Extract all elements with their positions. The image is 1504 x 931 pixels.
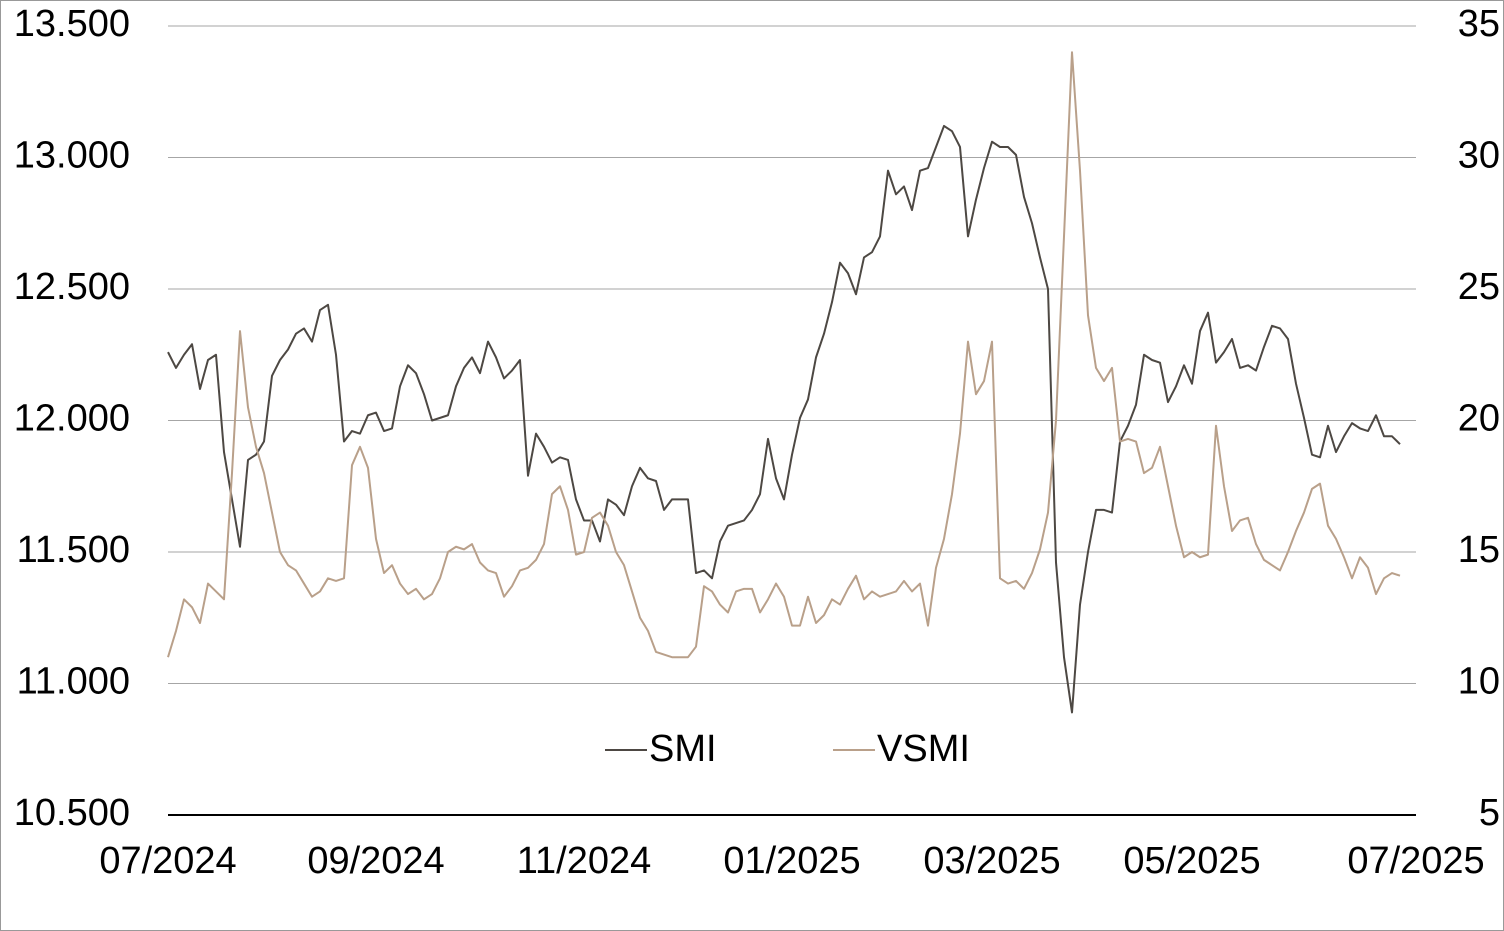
line-series (167, 124, 1401, 714)
legend-label: VSMI (877, 728, 970, 770)
y-tick-label: 10.500 (14, 792, 130, 834)
y2-tick-label: 5 (1479, 792, 1500, 834)
x-tick-label: 07/2024 (99, 840, 236, 882)
x-tick-label: 11/2024 (517, 840, 652, 882)
x-tick-label: 07/2025 (1347, 840, 1484, 882)
x-tick-label: 05/2025 (1123, 840, 1260, 882)
y2-tick-label: 20 (1458, 398, 1500, 440)
legend-label: SMI (649, 728, 717, 770)
y2-tick-label: 25 (1458, 266, 1500, 308)
y2-tick-label: 35 (1458, 3, 1500, 45)
y-tick-label: 12.000 (14, 398, 130, 440)
y2-tick-label: 30 (1458, 135, 1500, 177)
x-tick-label: 09/2024 (307, 840, 444, 882)
x-tick-label: 01/2025 (723, 840, 860, 882)
y-tick-label: 11.000 (17, 661, 130, 703)
y-tick-label: 11.500 (17, 529, 130, 571)
x-tick-label: 03/2025 (923, 840, 1060, 882)
y-tick-label: 13.000 (14, 135, 130, 177)
y-tick-label: 12.500 (14, 266, 130, 308)
y-tick-label: 13.500 (14, 3, 130, 45)
line-series (167, 51, 1401, 659)
y2-tick-label: 10 (1458, 661, 1500, 703)
y2-tick-label: 15 (1458, 529, 1500, 571)
